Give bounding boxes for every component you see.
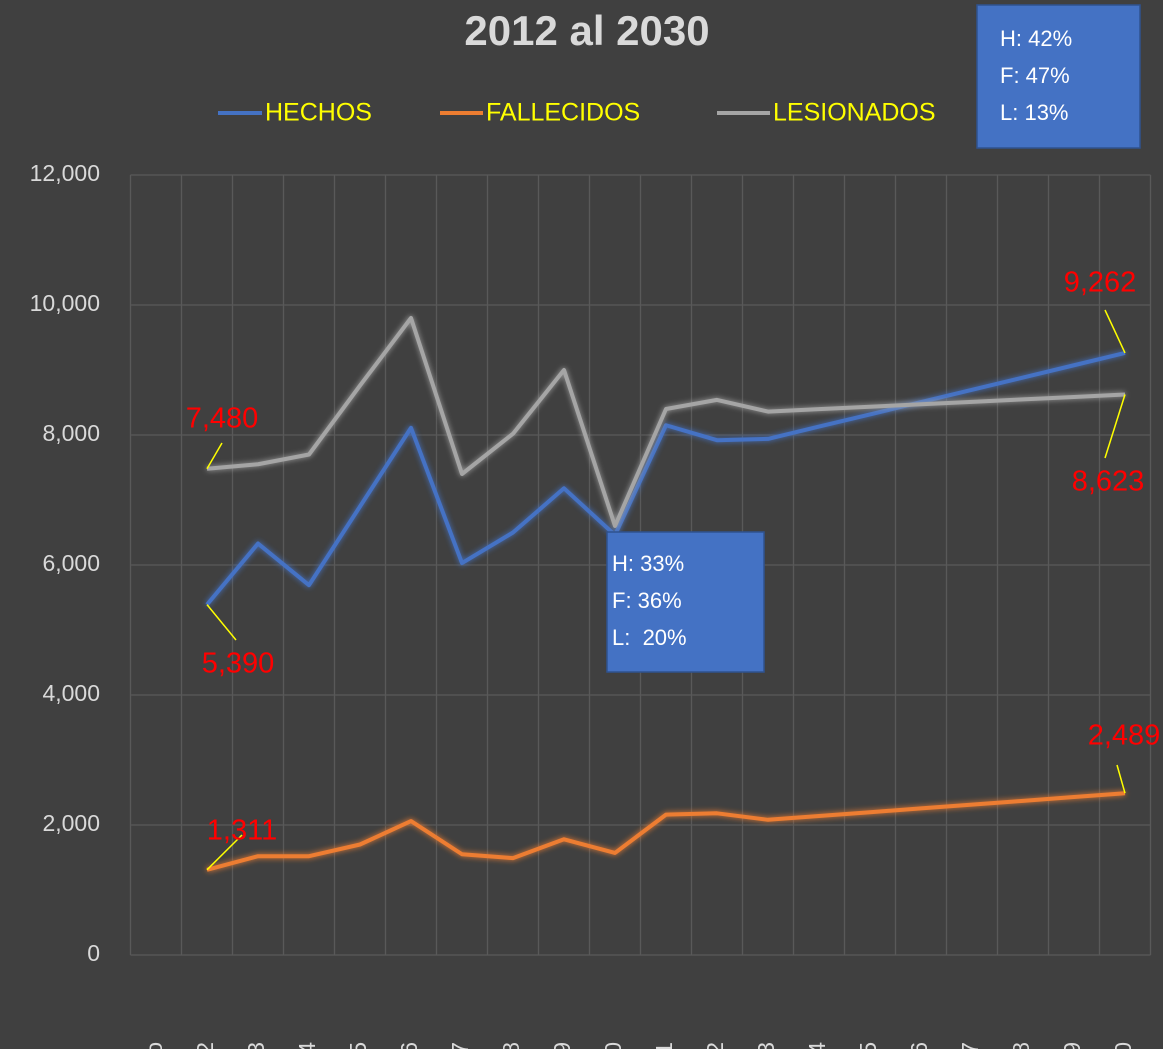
series-line <box>206 316 1126 528</box>
x-tick-label: 2015 <box>345 1042 371 1049</box>
leader-line <box>1116 764 1126 794</box>
annotation-box <box>976 4 1141 149</box>
x-tick-label: 2020 <box>600 1042 626 1049</box>
x-tick-label: 2022 <box>702 1042 728 1049</box>
legend-label: FALLECIDOS <box>486 99 640 127</box>
overlay: HECHOS FALLECIDOS LESIONADOS 5,390 9,262 1,31… <box>186 4 1161 871</box>
data-label: 1,311 <box>207 815 277 847</box>
y-tick-label: 10,000 <box>30 290 100 316</box>
grid: 0 2,000 4,000 6,000 8,000 10,000 12,000 Año 2012… <box>30 160 1152 1049</box>
data-label: 5,390 <box>202 648 275 680</box>
leader-line <box>206 604 237 641</box>
series-line <box>205 351 1126 606</box>
x-tick-label: 2024 <box>804 1042 830 1049</box>
x-tick-label: 2027 <box>957 1042 983 1049</box>
leader-line <box>1104 394 1126 459</box>
leader-line <box>206 442 223 470</box>
x-tick-label: 2012 <box>192 1042 218 1049</box>
x-tick-label: 2018 <box>498 1042 524 1049</box>
y-tick-label: 8,000 <box>42 420 100 446</box>
series-line <box>206 791 1126 872</box>
x-tick-label: 2030 <box>1110 1042 1136 1049</box>
x-tick-label: 2025 <box>855 1042 881 1049</box>
x-tick-label: 2019 <box>549 1042 575 1049</box>
y-tick-label: 2,000 <box>42 810 100 836</box>
data-label: 2,489 <box>1088 720 1161 752</box>
x-tick-label: 2021 <box>651 1042 677 1049</box>
y-tick-label: 4,000 <box>42 680 100 706</box>
x-tick-label: 2016 <box>396 1042 422 1049</box>
annotation-text: L: 20% <box>612 625 687 650</box>
x-tick-label: 2029 <box>1059 1042 1085 1049</box>
annotation-text: H: 42% <box>1000 26 1072 51</box>
y-tick-label: 12,000 <box>30 160 100 186</box>
annotation-text: F: 47% <box>1000 63 1070 88</box>
x-tick-label: 2017 <box>447 1042 473 1049</box>
y-tick-label: 6,000 <box>42 550 100 576</box>
annotation-box <box>606 531 765 673</box>
annotation-text: F: 36% <box>612 588 682 613</box>
x-tick-label: 2028 <box>1008 1042 1034 1049</box>
leader-line <box>206 834 243 871</box>
x-tick-label: 2013 <box>243 1042 269 1049</box>
data-label: 7,480 <box>186 403 259 435</box>
annotation-text: H: 33% <box>612 551 684 576</box>
y-tick-label: 0 <box>87 940 100 966</box>
data-label: 9,262 <box>1064 267 1137 299</box>
plot <box>205 316 1126 872</box>
annotation-text: L: 13% <box>1000 100 1069 125</box>
x-tick-label: 2023 <box>753 1042 779 1049</box>
leader-line <box>1104 309 1126 354</box>
data-label: 8,623 <box>1072 466 1145 498</box>
x-tick-label: 2014 <box>294 1042 320 1049</box>
legend-label: LESIONADOS <box>773 99 936 127</box>
legend-label: HECHOS <box>265 99 372 127</box>
chart-title: 2012 al 2030 <box>464 7 709 54</box>
x-tick-label: Año <box>141 1042 167 1049</box>
x-tick-label: 2026 <box>906 1042 932 1049</box>
